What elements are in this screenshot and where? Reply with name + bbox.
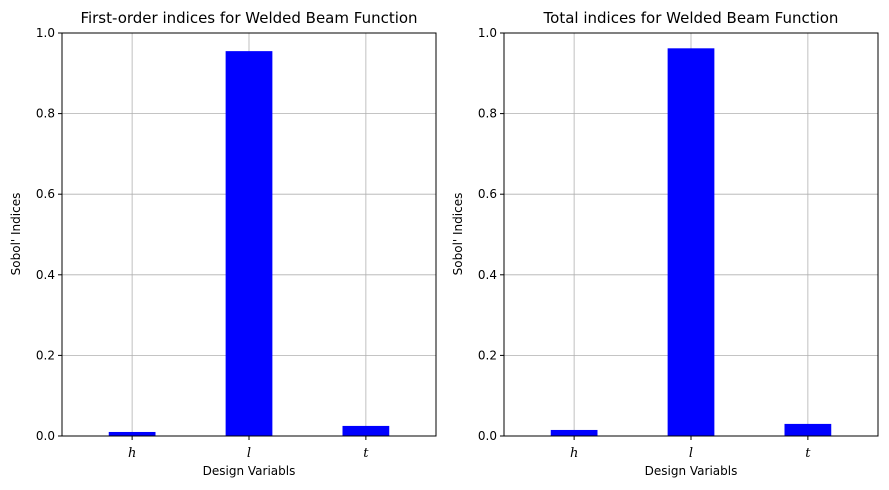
y-tick-label: 1.0 [478, 26, 497, 40]
bar-l [667, 48, 715, 437]
ticks: 0.0 0.2 0.4 0.6 0.8 1.0 h l t [36, 26, 369, 461]
y-tick-label: 0.6 [36, 187, 55, 201]
plot-frame [61, 32, 437, 437]
y-tick-label: 0.4 [36, 268, 55, 282]
y-tick-label: 0.0 [36, 429, 55, 443]
y-tick-label: 0.6 [478, 187, 497, 201]
bars [550, 48, 832, 437]
x-tick-label: h [128, 446, 136, 461]
x-tick-label: h [570, 446, 578, 461]
bar-t [784, 423, 832, 436]
y-tick-label: 0.8 [36, 107, 55, 121]
bars [108, 51, 390, 436]
y-tick-label: 0.2 [478, 348, 497, 362]
bar-h [550, 429, 598, 436]
y-tick-label: 0.8 [478, 107, 497, 121]
ticks: 0.0 0.2 0.4 0.6 0.8 1.0 h l t [478, 26, 811, 461]
y-tick-label: 0.0 [478, 429, 497, 443]
y-tick-label: 0.4 [478, 268, 497, 282]
x-tick-label: l [247, 446, 251, 461]
total-indices-chart: Total indices for Welded Beam Function D… [451, 9, 879, 478]
y-axis-label: Sobol' Indices [9, 193, 23, 276]
bar-h [108, 431, 156, 436]
chart-title: Total indices for Welded Beam Function [543, 9, 839, 27]
chart-title: First-order indices for Welded Beam Func… [80, 9, 417, 27]
x-tick-label: t [363, 446, 369, 461]
y-tick-label: 1.0 [36, 26, 55, 40]
first-order-chart: First-order indices for Welded Beam Func… [9, 9, 437, 478]
x-axis-label: Design Variabls [203, 464, 296, 478]
x-tick-label: l [689, 446, 693, 461]
x-axis-label: Design Variabls [645, 464, 738, 478]
bar-l [225, 51, 273, 436]
bar-t [342, 425, 390, 436]
y-tick-label: 0.2 [36, 348, 55, 362]
y-axis-label: Sobol' Indices [451, 193, 465, 276]
plot-frame [503, 32, 879, 437]
x-tick-label: t [805, 446, 811, 461]
